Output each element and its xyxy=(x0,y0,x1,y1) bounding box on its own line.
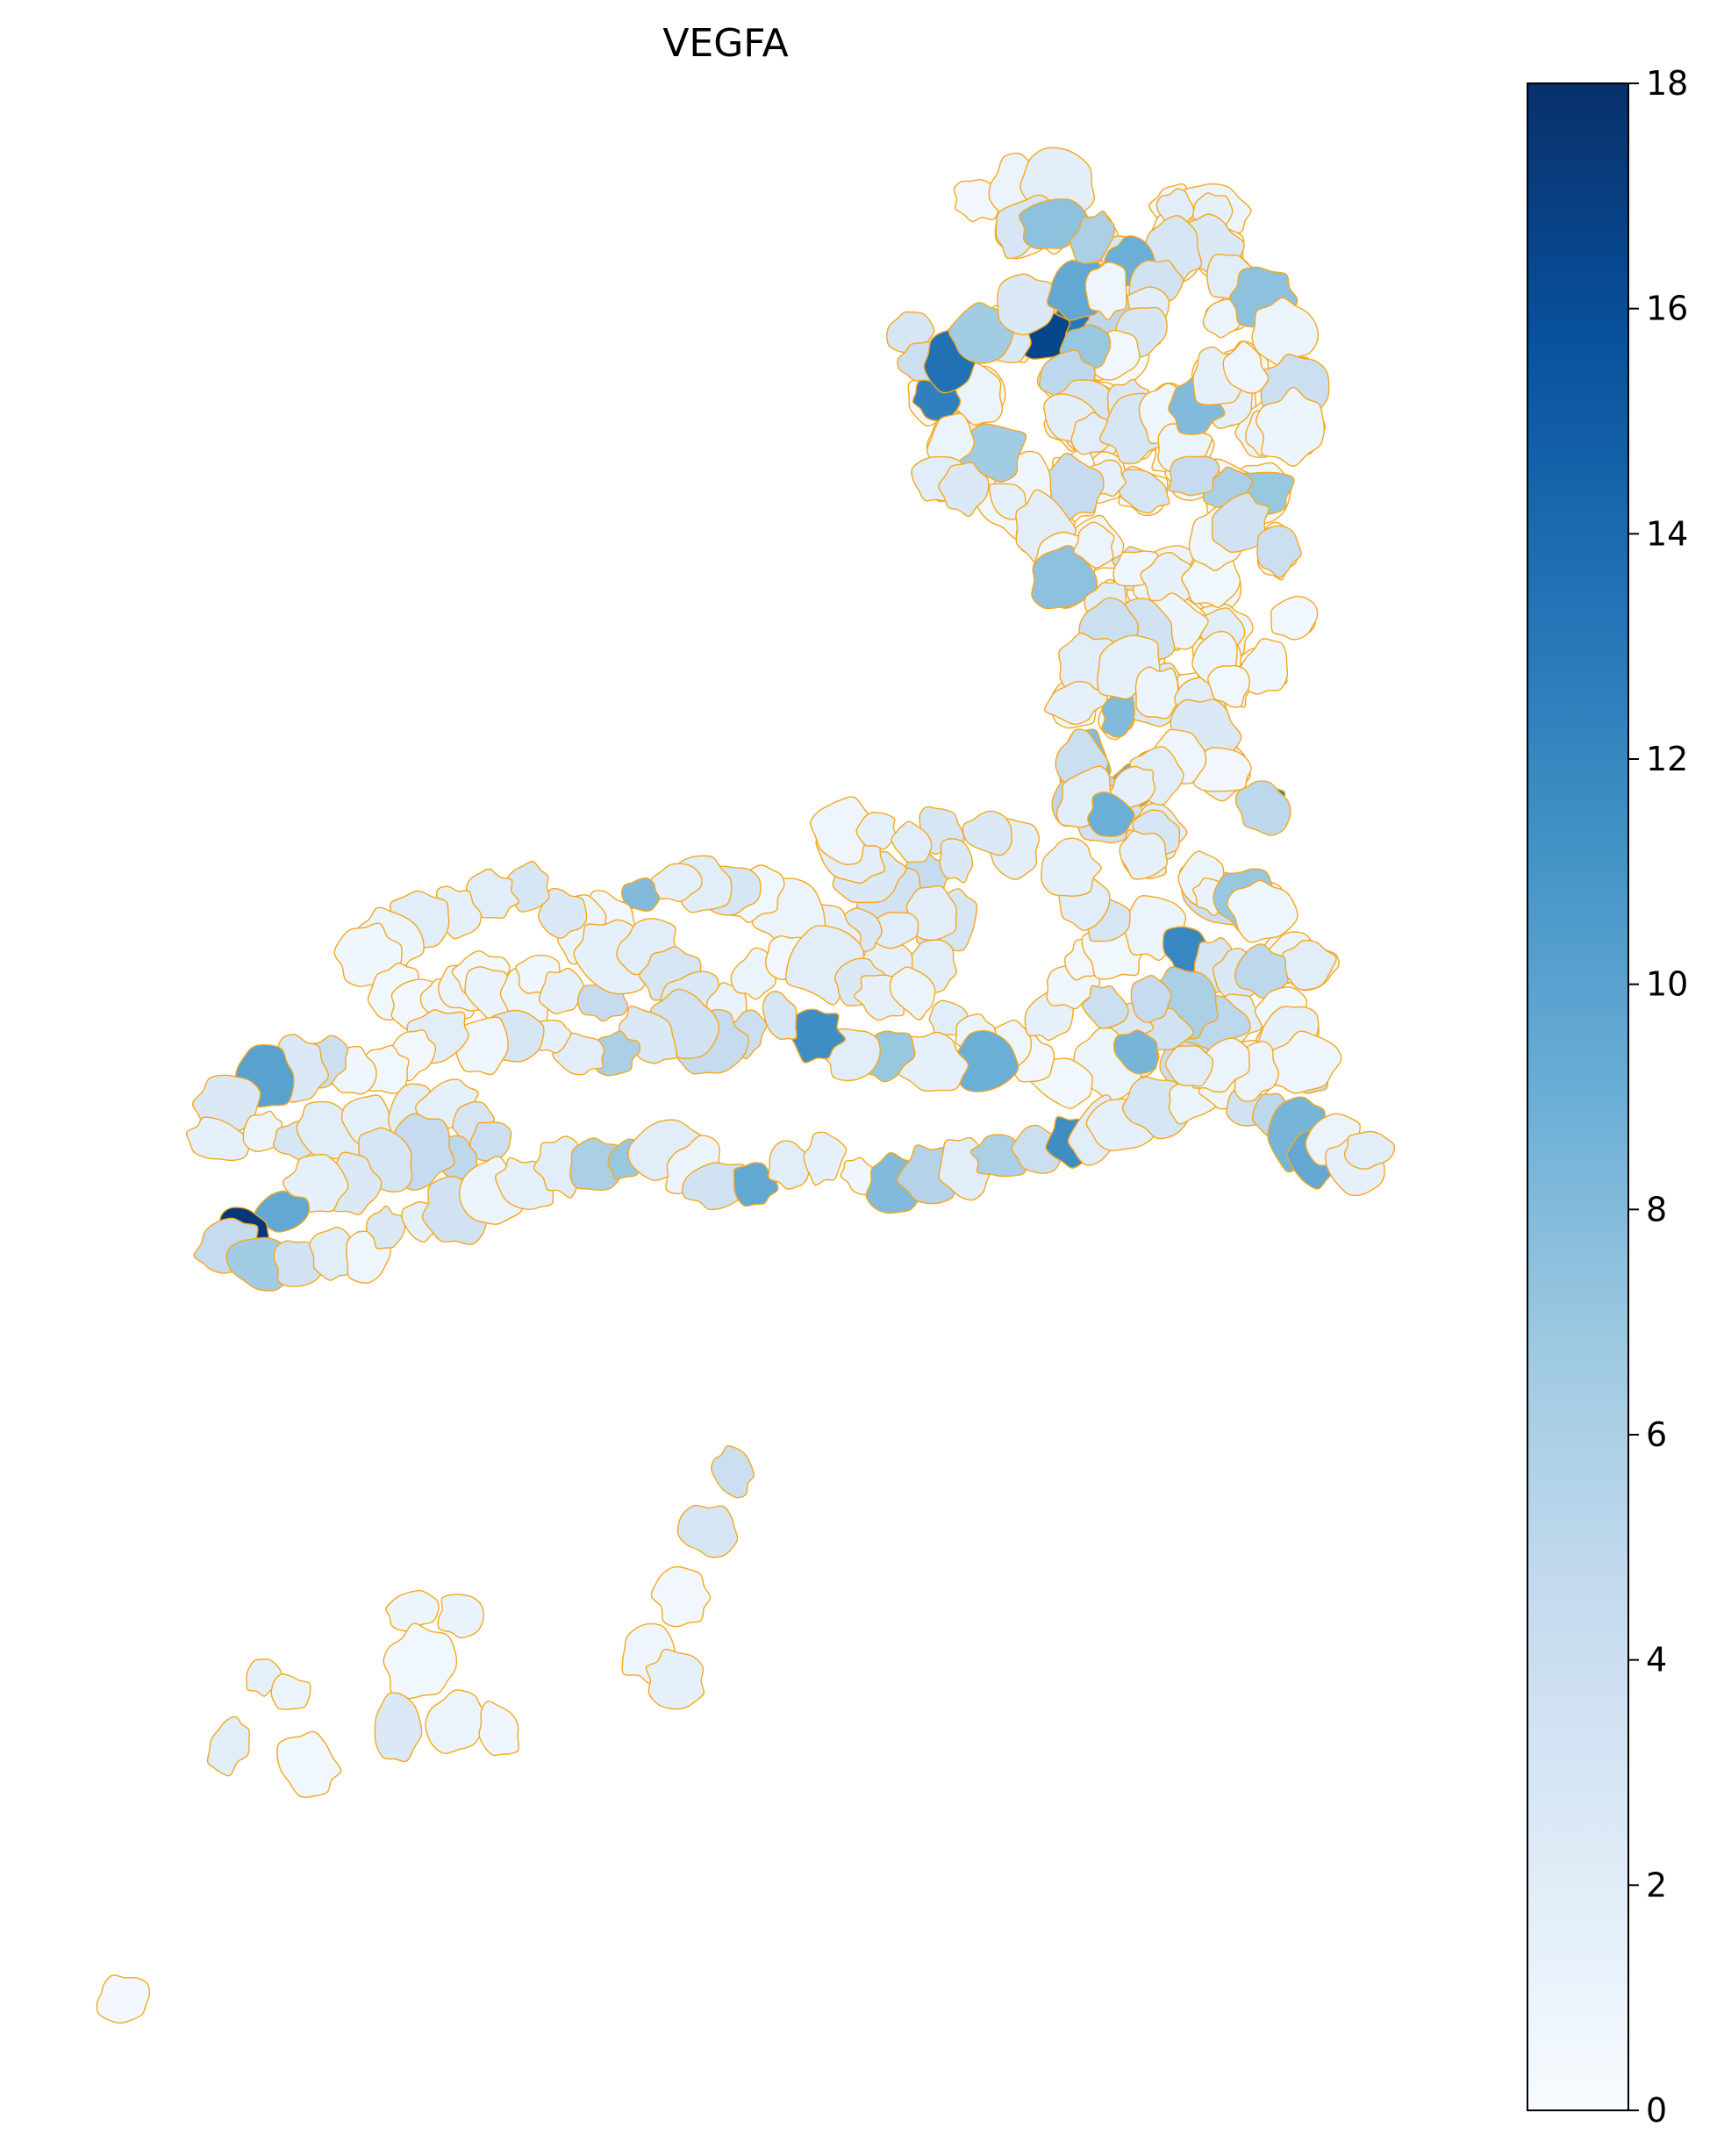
cell-362 xyxy=(1119,830,1169,880)
cell-142 xyxy=(891,820,933,863)
cell-379 xyxy=(650,1565,712,1628)
cell-390 xyxy=(270,1673,311,1710)
cell-377 xyxy=(711,1445,755,1499)
cell-335 xyxy=(1211,492,1270,554)
cell-239 xyxy=(569,1137,625,1191)
cell-265 xyxy=(1343,1130,1396,1170)
cell-382 xyxy=(385,1589,440,1632)
cell-391 xyxy=(276,1730,342,1798)
cell-378 xyxy=(676,1504,739,1558)
colorbar-tick-label-0: 0 xyxy=(1646,2091,1667,2130)
cell-333 xyxy=(1181,552,1241,608)
cell-246 xyxy=(803,1131,848,1186)
cell-189 xyxy=(953,1030,1019,1092)
cell-376 xyxy=(1113,1029,1159,1075)
cell-372 xyxy=(1269,1030,1342,1094)
cell-383 xyxy=(437,1594,484,1639)
cell-329 xyxy=(1073,521,1115,569)
cell-295 xyxy=(996,273,1055,336)
cell-226 xyxy=(254,1190,311,1233)
cell-344 xyxy=(1101,694,1135,738)
colorbar-tick-label-2: 2 xyxy=(1646,1866,1667,1904)
cell-156 xyxy=(620,877,661,912)
cell-129 xyxy=(1130,974,1172,1023)
cell-366 xyxy=(1227,879,1298,943)
cell-322 xyxy=(926,412,976,469)
cell-233 xyxy=(365,1205,406,1250)
cell-381 xyxy=(645,1648,705,1710)
cell-336 xyxy=(1256,525,1302,578)
cell-311 xyxy=(1222,340,1270,394)
cell-328 xyxy=(1031,545,1098,610)
cell-148 xyxy=(869,912,919,949)
cell-385 xyxy=(374,1692,423,1763)
cell-346 xyxy=(1134,666,1179,720)
cell-337 xyxy=(1270,595,1319,641)
cell-384 xyxy=(383,1622,458,1700)
cell-128 xyxy=(1081,985,1129,1029)
chart-title: VEGFA xyxy=(662,21,788,66)
colorbar: 0 2 4 6 8 10 12 14 16 18 xyxy=(1527,64,1688,2130)
colorbar-tick-label-18: 18 xyxy=(1646,64,1688,103)
cell-316 xyxy=(1168,455,1220,497)
cell-350 xyxy=(1207,664,1250,708)
cell-388 xyxy=(206,1715,250,1777)
colorbar-tick-label-16: 16 xyxy=(1646,290,1688,328)
cell-375 xyxy=(1164,1045,1214,1087)
cell-386 xyxy=(425,1689,490,1755)
cell-132 xyxy=(1041,837,1102,897)
cell-349 xyxy=(1239,638,1289,695)
cell-212 xyxy=(185,1116,252,1162)
cell-392 xyxy=(96,1974,150,2024)
cell-313 xyxy=(1255,386,1326,467)
cell-143 xyxy=(939,838,974,884)
cell-317 xyxy=(1118,469,1170,514)
colorbar-tick-label-10: 10 xyxy=(1646,965,1688,1004)
cell-387 xyxy=(478,1701,520,1757)
colorbar-gradient xyxy=(1527,82,1629,2111)
colorbar-tick-label-14: 14 xyxy=(1646,514,1688,553)
cell-174 xyxy=(538,967,586,1014)
cell-354 xyxy=(1234,780,1291,836)
cell-194 xyxy=(762,991,798,1041)
colorbar-tick-label-8: 8 xyxy=(1646,1190,1667,1228)
colorbar-tick-label-6: 6 xyxy=(1646,1415,1667,1454)
cell-360 xyxy=(1087,791,1135,837)
colorbar-tick-label-12: 12 xyxy=(1646,740,1688,778)
cell-134 xyxy=(962,810,1012,856)
cell-244 xyxy=(733,1162,779,1207)
cell-297 xyxy=(1084,261,1127,320)
cell-324 xyxy=(938,462,990,518)
cell-186 xyxy=(889,966,936,1021)
cell-147 xyxy=(905,885,957,942)
colorbar-tick-label-4: 4 xyxy=(1646,1641,1667,1680)
cell-369 xyxy=(1234,943,1289,1000)
cell-map xyxy=(96,147,1396,2024)
colorbar-ticks: 0 2 4 6 8 10 12 14 16 18 xyxy=(1628,64,1688,2130)
